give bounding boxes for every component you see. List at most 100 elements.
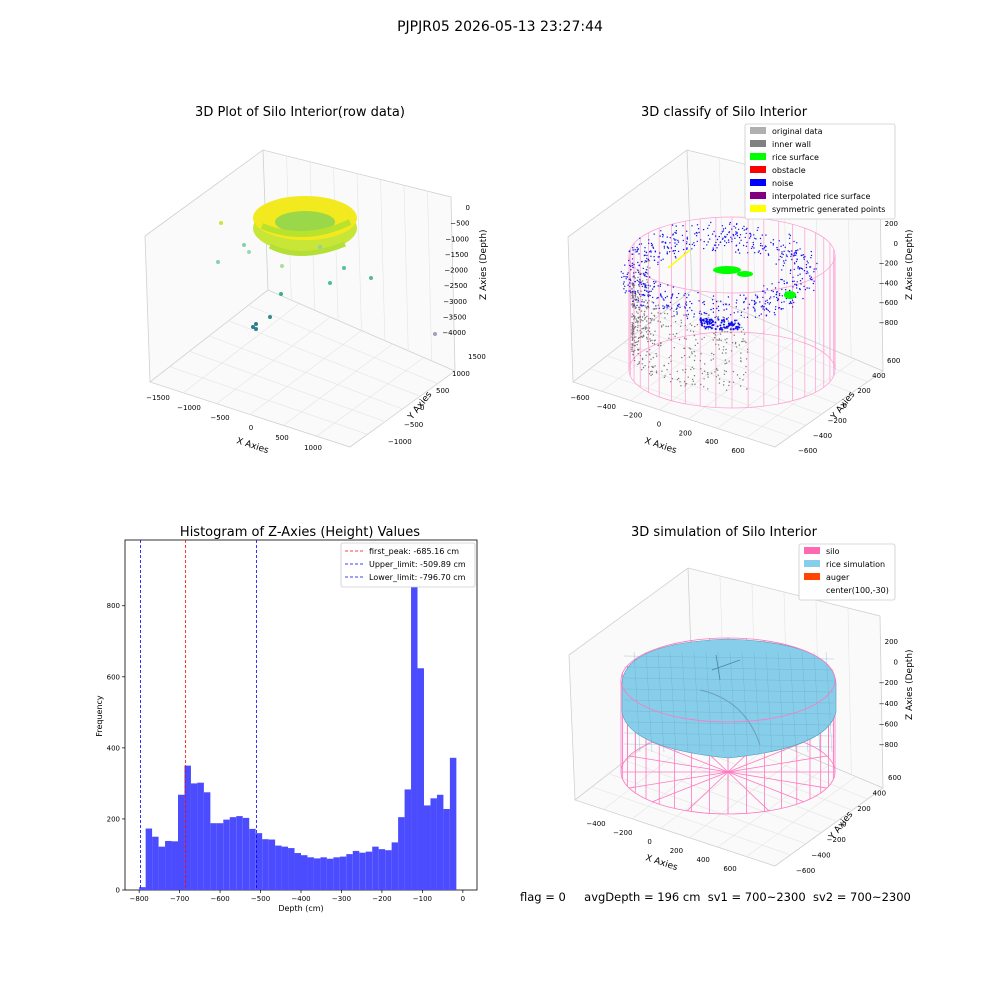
z-tick-label: −600 [879,720,898,728]
noise-point [694,233,696,235]
noise-point [750,234,752,236]
tick-labels-z-raw: 0 −500 −1000 −1500 −2000 −2500 −3000 −3500 −4000 [442,204,470,337]
noise-point [728,303,730,306]
noise-point [661,241,663,243]
noise-point [761,234,763,236]
noise-point [696,224,699,226]
noise-point [711,299,714,301]
noise-point [778,294,781,297]
inner-wall-point [644,275,647,277]
inner-wall-point [739,385,742,387]
noise-point [702,228,705,231]
noise-point [712,295,715,297]
noise-point [754,302,756,305]
inner-wall-point [637,322,639,324]
z-tick-label: −500 [450,220,469,228]
inner-wall-point [676,378,679,381]
y-tick-label: 400 [107,744,120,752]
noise-point [675,225,677,227]
noise-point [751,246,754,248]
noise-point [679,306,681,308]
noise-point [736,299,738,301]
inner-wall-point [651,342,654,345]
noise-point [669,237,671,239]
noise-point [646,272,648,274]
inner-wall-point [651,373,653,375]
noise-point [722,304,725,306]
inner-wall-point [642,327,645,330]
histogram-bar [359,852,366,890]
noise-point [625,278,627,280]
inner-wall-point [667,325,669,328]
grid-line [216,316,331,404]
inner-wall-point [740,352,742,354]
noise-point [712,302,714,305]
inner-wall-point [693,368,695,370]
noise-point [736,235,739,237]
noise-point [804,255,806,258]
inner-wall-point [646,351,648,353]
inner-wall-point [683,314,685,316]
inner-wall-point [669,309,672,311]
noise-point [790,253,792,255]
avg-depth-value: avgDepth = 196 cm [584,890,701,904]
noise-point [813,268,815,270]
legend-swatch [750,179,766,186]
inner-wall-point [693,334,696,337]
inner-wall-point [647,333,649,335]
noise-point [744,298,747,300]
noise-point [713,244,716,246]
noise-point [783,280,785,282]
noise-point [782,265,785,267]
y-tick-label: 800 [107,602,120,610]
x-tick-label: −100 [413,895,432,903]
noise-point [788,237,791,239]
z-axis-label-raw: Z Axies (Depth) [479,229,489,300]
x-tick-label: −800 [130,895,149,903]
noise-point [644,260,646,262]
noise-point [736,231,738,234]
y-tick-label: 600 [887,357,900,365]
inner-wall-point [646,327,648,329]
inner-wall-point [646,336,648,339]
x-tick-label: 500 [275,434,288,442]
noise-point [736,319,738,321]
noise-point [643,294,645,297]
noise-point [708,318,711,321]
inner-wall-point [648,322,650,324]
noise-point [760,242,762,245]
panel-raw-data: 3D Plot of Silo Interior(row data) −1500… [144,105,489,456]
noise-point [649,276,651,278]
noise-point [749,232,752,235]
inner-wall-point [641,369,643,371]
inner-wall-point [711,352,713,355]
y-tick-label: 400 [873,790,886,798]
inner-wall-point [722,384,725,386]
raw-point [254,322,258,326]
noise-point [734,319,736,322]
noise-point [778,259,780,261]
inner-wall-point [646,281,649,283]
inner-wall-point [707,388,709,390]
noise-point [652,296,654,299]
noise-point [737,325,739,328]
grid-line [847,607,852,775]
noise-point [716,247,718,249]
noise-point [674,255,677,258]
noise-point [667,246,669,249]
inner-wall-point [641,357,644,360]
inner-wall-point [654,308,656,310]
x-tick-label: 0 [657,421,661,429]
inner-wall-point [646,301,649,304]
noise-point [720,233,722,235]
tick-labels-z-simulation: 200 0 −200 −400 −600 −800 [879,638,898,749]
noise-point [662,298,664,300]
inner-wall-point [691,353,693,355]
inner-wall-point [670,325,672,327]
histogram-bar [216,823,224,890]
noise-point [667,304,669,307]
noise-point [650,242,653,245]
inner-wall-point [691,351,693,353]
noise-point [666,307,668,309]
noise-point [682,239,684,242]
